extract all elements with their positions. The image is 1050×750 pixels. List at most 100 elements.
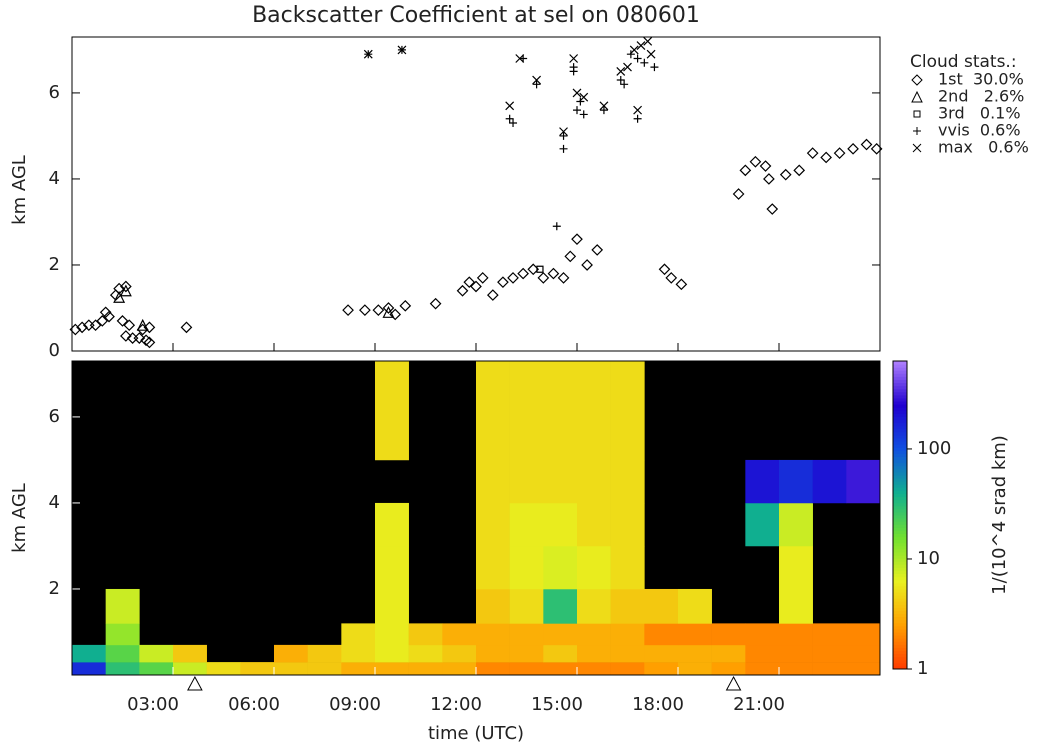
colorbar-segment — [893, 484, 907, 488]
x-tick-label: 18:00 — [632, 694, 684, 715]
colorbar-segment — [893, 638, 907, 642]
heat-cell — [476, 644, 510, 663]
colorbar-segment — [893, 628, 907, 633]
legend-label: max 0.6% — [938, 138, 1029, 157]
heat-cell — [577, 545, 611, 590]
colorbar-segment — [893, 644, 907, 648]
heat-cell — [509, 459, 544, 504]
cloud-point — [599, 101, 609, 111]
colorbar-segment — [893, 401, 907, 405]
cloud-point — [517, 267, 529, 280]
cloud-point — [532, 75, 542, 85]
colorbar-segment — [893, 653, 907, 658]
heat-cell — [711, 623, 746, 646]
colorbar-segment — [893, 542, 907, 547]
heat-cell — [610, 623, 645, 646]
y-axis-label: km AGL — [9, 483, 30, 553]
cloud-point — [640, 58, 649, 67]
colorbar-segment — [893, 650, 907, 655]
heat-cell — [375, 662, 409, 676]
colorbar-segment — [893, 471, 907, 476]
heat-cell — [72, 644, 106, 663]
colorbar-segment — [893, 610, 907, 615]
cloud-point — [806, 147, 819, 159]
heat-cell — [779, 662, 813, 676]
heat-cell — [543, 361, 578, 461]
heat-cell — [476, 459, 510, 504]
legend-marker — [911, 90, 923, 103]
cloud-point — [620, 80, 629, 89]
heat-cell — [812, 623, 847, 646]
colorbar-segment — [893, 592, 907, 596]
cloud-point — [559, 127, 568, 137]
colorbar-segment — [893, 499, 907, 504]
colorbar-segment — [893, 659, 907, 664]
colorbar-segment — [893, 394, 907, 399]
heat-cell — [577, 502, 611, 547]
colorbar-segment — [893, 604, 907, 608]
cloud-point — [113, 282, 125, 295]
heat-cell — [274, 644, 308, 663]
heat-cell — [745, 623, 780, 646]
cloud-point — [470, 280, 482, 293]
x-tick-label: 09:00 — [329, 694, 381, 715]
y-tick-label: 6 — [49, 82, 60, 103]
colorbar-segment — [893, 662, 907, 667]
x-tick-label: 03:00 — [127, 694, 179, 715]
colorbar-segment — [893, 373, 907, 377]
heat-cell — [577, 623, 611, 646]
heat-cell — [375, 545, 409, 590]
cloud-point — [399, 299, 412, 312]
heat-cell — [408, 623, 443, 646]
colorbar-segment — [893, 539, 907, 544]
heat-cell — [476, 662, 510, 676]
colorbar-segment — [893, 397, 907, 402]
heat-cell — [509, 545, 544, 590]
colorbar-segment — [893, 444, 907, 448]
heat-cell — [341, 623, 376, 646]
colorbar-segment — [893, 385, 907, 390]
cloud-point — [397, 45, 407, 55]
chart-title: Backscatter Coefficient at sel on 080601 — [252, 3, 700, 28]
colorbar-segment — [893, 632, 907, 636]
legend-marker — [912, 143, 922, 153]
cloud-point — [547, 267, 560, 280]
cloud-point — [860, 138, 873, 151]
cloud-point — [766, 203, 779, 215]
colorbar-segment — [893, 625, 907, 630]
cloud-point — [89, 319, 102, 332]
cloud-point — [552, 222, 561, 231]
cloud-point — [486, 289, 499, 301]
colorbar-segment — [893, 407, 907, 411]
colorbar-segment — [893, 533, 907, 538]
heat-cell — [509, 662, 544, 676]
cloud-point — [599, 106, 608, 115]
legend-label: 1st 30.0% — [938, 70, 1024, 89]
heat-cell — [644, 623, 679, 646]
cloud-point — [557, 272, 570, 284]
cloud-point — [497, 276, 509, 289]
cloud-point — [633, 114, 642, 123]
colorbar-segment — [893, 474, 907, 479]
cloud-point — [633, 54, 642, 63]
cloud-point — [732, 188, 745, 200]
colorbar-segment — [893, 598, 907, 602]
plot-frame — [71, 36, 881, 352]
cloud-point — [569, 63, 578, 72]
heat-cell — [543, 545, 578, 590]
heat-cell — [543, 588, 578, 624]
heat-cell — [846, 644, 881, 663]
heat-cell — [476, 502, 510, 547]
heat-cell — [745, 644, 780, 663]
heat-cell — [610, 662, 645, 676]
heat-cell — [610, 545, 645, 590]
cloud-point — [120, 330, 132, 342]
heat-cell — [610, 588, 645, 624]
colorbar-segment — [893, 595, 907, 599]
cloud-point — [573, 106, 581, 115]
colorbar-segment — [893, 462, 907, 467]
heat-cell — [509, 502, 544, 547]
cloud-point — [509, 119, 518, 128]
cloud-point — [616, 76, 625, 85]
